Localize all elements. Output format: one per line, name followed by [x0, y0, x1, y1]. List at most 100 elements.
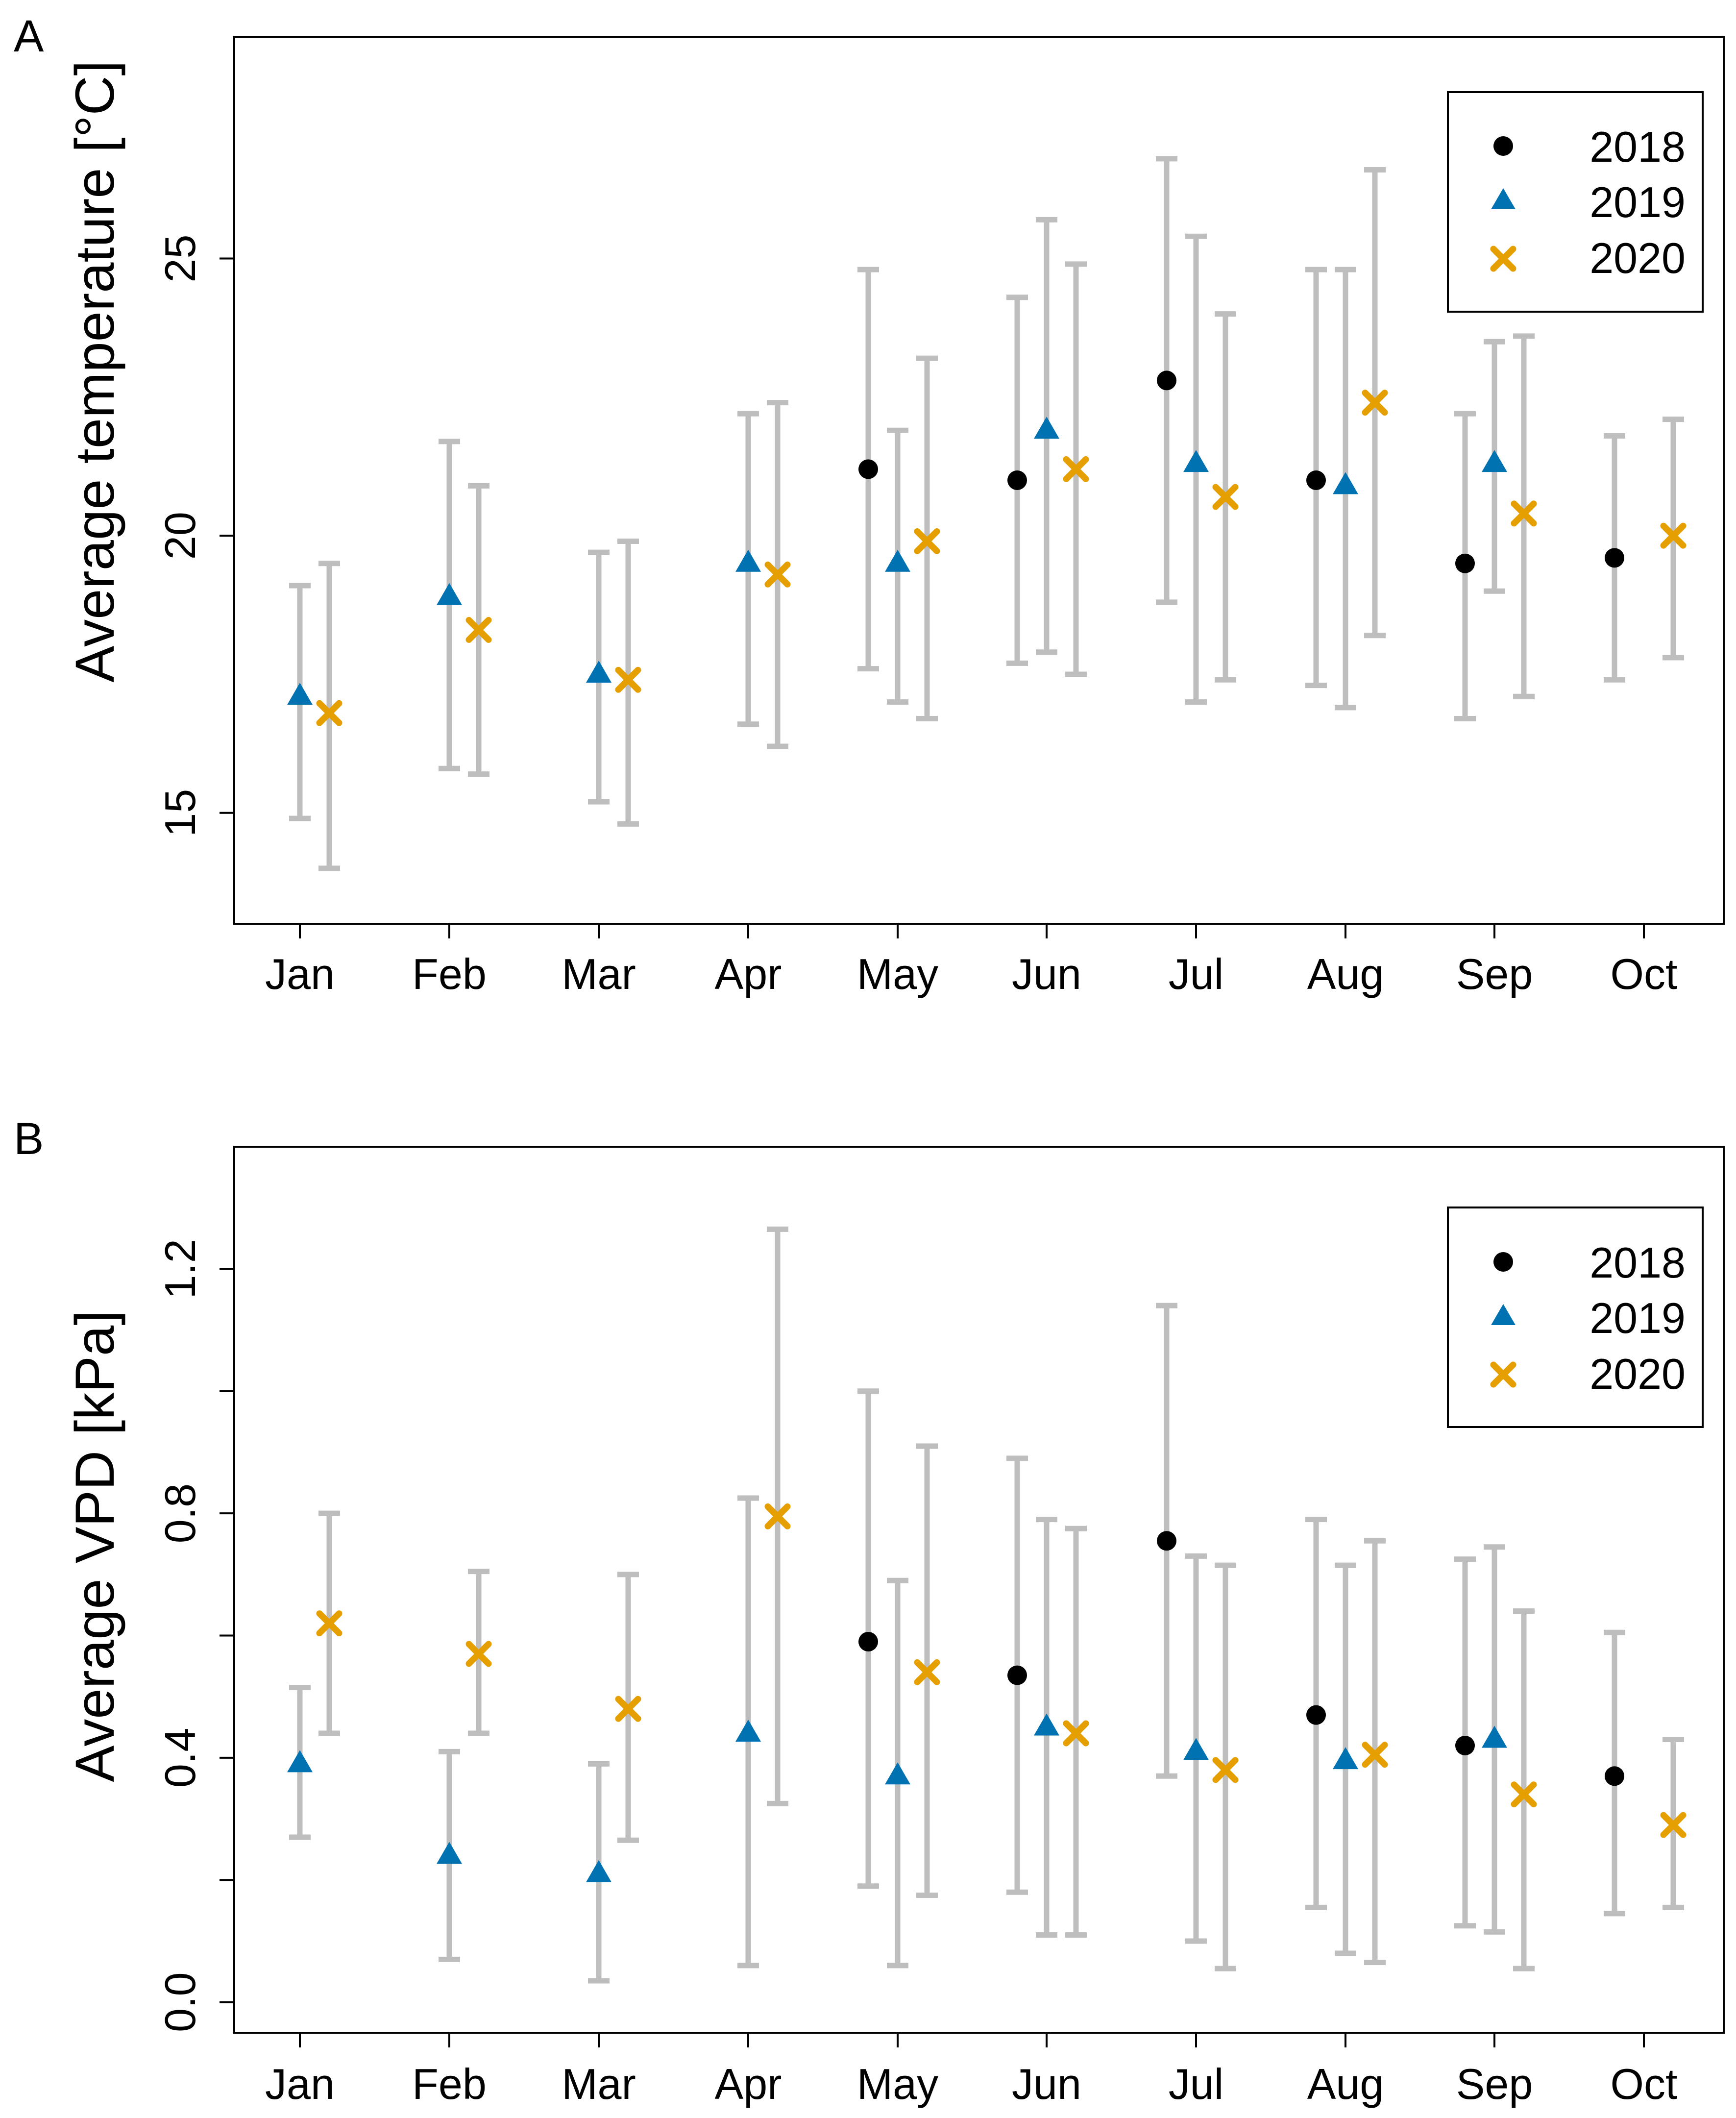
panel-b-x-tick-label: Sep [1456, 2060, 1533, 2108]
panel-a-x-tick-label: Jan [265, 950, 335, 998]
panel-b-x-tick-label: Jul [1169, 2060, 1224, 2108]
panel-a-legend-box [1447, 91, 1704, 313]
panel-b-point-2018-jun [1007, 1665, 1027, 1685]
panel-b-legend-2018-marker [1493, 1252, 1513, 1272]
panel-a-point-2020-jun [1063, 456, 1089, 482]
panel-a-x-axis: Jan Feb Mar Apr May Jun Jul Aug Sep Oct [265, 924, 1677, 998]
panel-b-point-2020-aug [1362, 1742, 1388, 1768]
panel-b-legend-2018: 2018 [1589, 1238, 1686, 1287]
panel-b-plot-frame [233, 1146, 1725, 2034]
panel-b-errorbar-2020-sep [1513, 1608, 1535, 1971]
panel-a-legend-2020: 2020 [1589, 234, 1686, 282]
panel-a: A Average temperature [°C] Jan Feb Mar Apr M… [14, 11, 1725, 998]
panel-b-point-2020-mar [615, 1696, 641, 1722]
panel-a-point-2019-feb [437, 583, 462, 605]
panel-b-point-2020-jun [1063, 1720, 1089, 1747]
panel-a-point-2018-sep [1455, 553, 1475, 573]
panel-a-y-axis-title: Average temperature [°C] [64, 60, 125, 682]
panel-b-point-2018-jul [1157, 1531, 1176, 1551]
panel-b-marks [287, 1226, 1687, 1984]
panel-a-x-tick-label: Oct [1611, 950, 1678, 998]
panel-a-point-2020-mar [615, 666, 641, 693]
panel-a-legend-2020-marker [1490, 246, 1516, 272]
panel-b-x-tick-label: Feb [412, 2060, 487, 2108]
panel-a-marks [287, 156, 1687, 871]
panel-b-point-2020-apr [764, 1503, 791, 1529]
panel-a-x-tick-label: May [857, 950, 938, 998]
panel-a-point-2020-feb [465, 616, 492, 643]
panel-b-point-2019-jan [287, 1750, 313, 1773]
panel-a-point-2019-aug [1333, 472, 1358, 494]
panel-b-x-tick-label: Jun [1012, 2060, 1081, 2108]
panel-a-legend: 2018 2019 2020 [1447, 91, 1704, 313]
panel-b-x-axis: Jan Feb Mar Apr May Jun Jul Aug Sep Oct [265, 2033, 1677, 2108]
panel-b: B Average VPD [kPa] Jan Feb Mar Apr May Jun Ju… [14, 1114, 1725, 2108]
panel-b-x-tick-label: Apr [715, 2060, 782, 2108]
panel-b-point-2020-jul [1212, 1757, 1239, 1783]
panel-b-point-2020-sep [1511, 1781, 1537, 1808]
panel-b-point-2019-sep [1482, 1725, 1507, 1748]
panel-a-y-axis: 15 20 25 [156, 235, 234, 837]
panel-a-x-tick-label: Apr [715, 950, 782, 998]
panel-a-y-tick-label: 20 [156, 512, 204, 560]
panel-b-legend: 2018 2019 2020 [1447, 1207, 1704, 1428]
panel-b-legend-box [1447, 1207, 1704, 1428]
panel-b-point-2020-oct [1660, 1812, 1687, 1838]
panel-a-point-2020-jan [316, 700, 342, 726]
panel-a-y-tick-label: 15 [156, 789, 204, 837]
panel-a-point-2019-jun [1034, 417, 1059, 439]
panel-b-x-tick-label: Mar [562, 2060, 636, 2108]
panel-b-y-tick-label: 0.4 [156, 1728, 204, 1788]
panel-b-point-2019-apr [735, 1720, 761, 1742]
panel-a-point-2019-sep [1482, 450, 1507, 472]
panel-a-x-tick-label: Jun [1012, 950, 1081, 998]
panel-a-point-2019-jul [1183, 450, 1209, 472]
panel-b-point-2018-sep [1455, 1735, 1475, 1755]
panel-a-legend-2019-marker [1491, 188, 1516, 209]
panel-b-y-axis-title: Average VPD [kPa] [64, 1310, 125, 1782]
panel-a-plot-frame [233, 36, 1725, 925]
panel-a-x-tick-label: Aug [1307, 950, 1384, 998]
panel-b-point-2020-jan [316, 1610, 342, 1637]
panel-a-point-2019-jan [287, 683, 313, 705]
panel-a-point-2018-may [858, 459, 878, 479]
panel-a-x-tick-label: Sep [1456, 950, 1533, 998]
panel-a-point-2020-may [914, 528, 940, 554]
panel-a-y-tick-label: 25 [156, 235, 204, 283]
panel-a-point-2018-oct [1605, 548, 1624, 568]
panel-a-point-2018-jun [1007, 470, 1027, 490]
panel-a-point-2020-apr [764, 561, 791, 588]
panel-a-point-2018-aug [1306, 470, 1326, 490]
panel-b-point-2018-may [858, 1631, 878, 1651]
panel-a-x-tick-label: Mar [562, 950, 636, 998]
panel-b-y-tick-label: 0.0 [156, 1972, 204, 2032]
panel-b-legend-2019: 2019 [1589, 1294, 1686, 1342]
panel-b-legend-2019-marker [1491, 1304, 1516, 1325]
panel-a-point-2020-sep [1511, 500, 1537, 527]
panel-b-y-tick-label: 1.2 [156, 1239, 204, 1299]
panel-b-point-2018-aug [1306, 1705, 1326, 1725]
panel-a-label: A [14, 11, 44, 61]
panel-a-point-2020-oct [1660, 522, 1687, 549]
panel-b-point-2018-oct [1605, 1766, 1624, 1786]
panel-a-point-2020-aug [1362, 390, 1388, 416]
panel-a-point-2019-may [885, 549, 910, 572]
panel-a-point-2020-jul [1212, 484, 1239, 510]
panel-b-x-tick-label: Oct [1611, 2060, 1678, 2108]
panel-b-y-axis: 0.0 0.4 0.8 1.2 [156, 1239, 234, 2032]
panel-b-point-2019-aug [1333, 1747, 1358, 1770]
panel-a-legend-2018-marker [1493, 136, 1513, 156]
panel-b-x-tick-label: Aug [1307, 2060, 1384, 2108]
panel-a-legend-2018: 2018 [1589, 123, 1686, 171]
panel-b-x-tick-label: May [857, 2060, 938, 2108]
panel-b-point-2019-jul [1183, 1738, 1209, 1760]
panel-a-x-tick-label: Feb [412, 950, 487, 998]
panel-b-point-2019-mar [586, 1860, 611, 1882]
panel-b-x-tick-label: Jan [265, 2060, 335, 2108]
panel-b-point-2019-jun [1034, 1713, 1059, 1736]
panel-a-point-2019-apr [735, 549, 761, 572]
panel-a-point-2019-mar [586, 660, 611, 683]
panel-b-legend-2020: 2020 [1589, 1350, 1686, 1398]
panel-b-y-tick-label: 0.8 [156, 1483, 204, 1543]
